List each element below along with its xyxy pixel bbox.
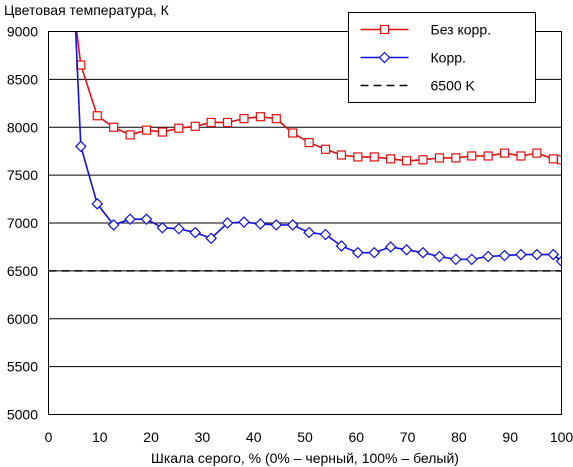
data-point-square: [239, 114, 249, 124]
data-point-square: [271, 114, 281, 124]
data-point-square: [125, 130, 135, 140]
y-tick-label: 6500: [7, 263, 38, 279]
x-tick-label: 40: [246, 429, 262, 445]
data-point-square: [288, 128, 298, 138]
data-point-square: [320, 144, 331, 154]
data-point-square: [109, 122, 119, 132]
data-point-square: [499, 148, 510, 158]
y-tick-label: 5000: [7, 407, 38, 423]
data-point-square: [467, 151, 477, 161]
data-point-diamond: [465, 253, 478, 266]
legend: Без корр. Корр. 6500 K: [348, 12, 536, 103]
x-tick-label: 80: [451, 429, 467, 445]
data-point-diamond: [531, 248, 543, 261]
legend-label: Без корр.: [431, 22, 492, 38]
data-point-square: [190, 121, 200, 131]
data-point-diamond: [319, 228, 332, 241]
y-tick-label: 7000: [7, 215, 38, 231]
data-point-diamond: [91, 198, 104, 210]
data-point-square: [434, 153, 445, 163]
data-point-square: [379, 24, 390, 35]
data-point-square: [451, 153, 461, 163]
data-point-diamond: [205, 232, 217, 245]
data-point-diamond: [189, 226, 202, 239]
y-tick-label: 7500: [7, 167, 38, 183]
y-tick-label: 6000: [7, 311, 38, 327]
data-point-square: [369, 152, 379, 162]
x-tick-label: 10: [92, 429, 108, 445]
data-point-square: [353, 152, 363, 162]
data-point-diamond: [270, 219, 283, 231]
data-point-diamond: [547, 248, 560, 261]
data-point-square: [386, 154, 396, 164]
legend-label: Корр.: [431, 50, 466, 66]
data-point-diamond: [449, 253, 462, 266]
data-point-square: [222, 117, 233, 128]
data-point-square: [483, 151, 493, 161]
x-tick-label: 20: [143, 429, 159, 445]
data-point-diamond: [254, 218, 267, 230]
y-axis-tick-labels: 5000 5500 6000 6500 7000 7500 8000 8500 9000: [7, 24, 38, 423]
data-point-square: [556, 155, 562, 165]
y-tick-label: 8000: [7, 119, 38, 135]
data-point-diamond: [498, 249, 511, 262]
data-point-square: [418, 155, 428, 165]
data-point-square: [141, 125, 152, 135]
data-point-square: [304, 137, 314, 148]
x-tick-label: 70: [400, 429, 416, 445]
data-point-square: [336, 150, 347, 160]
series-layer: [48, 31, 562, 272]
data-point-square: [401, 156, 412, 166]
data-point-diamond: [124, 213, 136, 226]
data-point-diamond: [351, 246, 364, 259]
data-point-diamond: [384, 241, 397, 253]
data-point-diamond: [238, 216, 250, 228]
x-tick-label: 90: [502, 429, 518, 445]
data-point-diamond: [433, 250, 446, 263]
data-point-diamond: [378, 51, 391, 64]
data-point-diamond: [482, 250, 494, 263]
data-point-diamond: [221, 217, 234, 229]
series-corrected: [74, 31, 562, 268]
data-point-square: [174, 123, 184, 133]
data-point-diamond: [555, 255, 562, 268]
x-tick-label: 50: [297, 429, 313, 445]
data-point-square: [532, 148, 542, 158]
x-tick-label: 30: [195, 429, 211, 445]
legend-label: 6500 K: [431, 78, 476, 94]
data-point-diamond: [303, 226, 315, 239]
data-point-diamond: [335, 240, 348, 252]
data-point-diamond: [107, 219, 120, 231]
x-axis-tick-labels: 0 10 20 30 40 50 60 70 80 90 100: [45, 429, 573, 445]
data-point-diamond: [400, 243, 413, 256]
y-tick-label: 9000: [7, 24, 38, 40]
x-tick-label: 100: [550, 429, 573, 445]
plot-area-border: [48, 31, 562, 415]
x-tick-label: 0: [45, 429, 53, 445]
y-tick-label: 5500: [7, 359, 38, 375]
data-point-diamond: [74, 140, 87, 153]
data-point-diamond: [286, 219, 299, 231]
data-point-square: [157, 127, 167, 137]
data-point-diamond: [515, 248, 527, 261]
x-tick-label: 60: [349, 429, 365, 445]
series-uncorrected: [75, 31, 562, 166]
data-point-square: [516, 151, 526, 161]
chart-title: Цветовая температура, К: [4, 2, 170, 18]
data-point-square: [206, 117, 216, 128]
data-point-diamond: [172, 222, 185, 235]
data-point-square: [255, 112, 265, 122]
data-point-diamond: [368, 246, 381, 259]
y-tick-label: 8500: [7, 71, 38, 87]
data-point-diamond: [417, 246, 429, 259]
data-point-diamond: [140, 213, 153, 226]
x-axis-label: Шкала серого, % (0% – черный, 100% – бел…: [151, 450, 459, 466]
data-point-square: [548, 154, 558, 164]
data-point-square: [92, 111, 102, 121]
data-point-diamond: [156, 221, 169, 234]
